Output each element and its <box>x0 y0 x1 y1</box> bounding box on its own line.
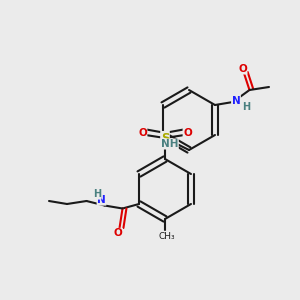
Text: H: H <box>93 189 101 199</box>
Text: H: H <box>242 102 250 112</box>
Text: O: O <box>138 128 147 139</box>
Text: S: S <box>161 131 169 145</box>
Text: N: N <box>232 95 240 106</box>
Text: N: N <box>97 195 106 205</box>
Text: NH: NH <box>161 139 178 149</box>
Text: O: O <box>114 228 122 239</box>
Text: CH₃: CH₃ <box>158 232 175 241</box>
Text: O: O <box>238 64 247 74</box>
Text: O: O <box>183 128 192 139</box>
